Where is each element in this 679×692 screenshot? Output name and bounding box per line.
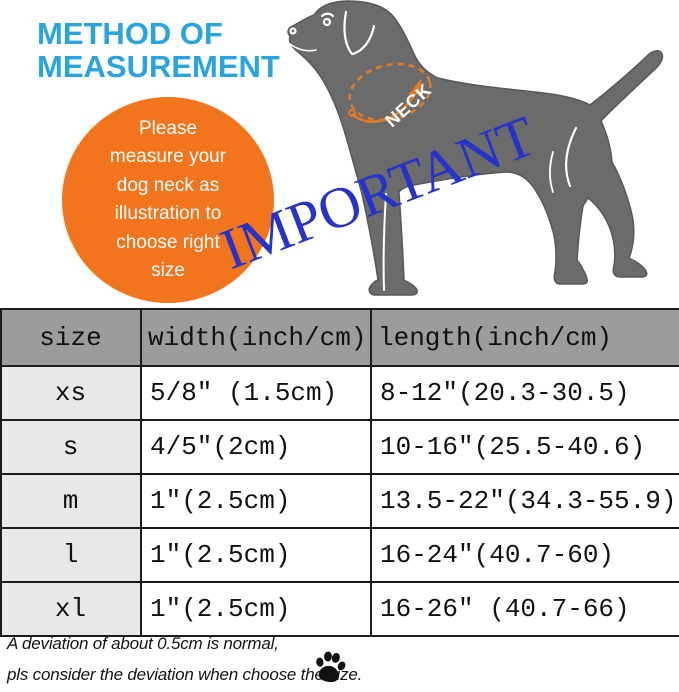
page-title: METHOD OF MEASUREMENT (37, 17, 280, 83)
dog-silhouette (287, 0, 664, 296)
dog-detail-lines (289, 10, 578, 291)
column-header-size: size (0, 308, 142, 367)
size-cell: s (0, 419, 142, 475)
size-cell: l (0, 527, 142, 583)
value-cell: 8-12″(20.3-30.5) (370, 365, 679, 421)
value-cell: 16-24″(40.7-60) (370, 527, 679, 583)
column-header-length: length(inch/cm) (370, 308, 679, 367)
table-row: xl 1″(2.5cm) 16-26″ (40.7-66) (0, 581, 679, 637)
instruction-text: Please measure your dog neck as illustra… (109, 117, 227, 282)
column-header-width: width(inch/cm) (140, 308, 372, 367)
dog-illustration: NECK (287, 0, 664, 296)
value-cell: 13.5-22″(34.3-55.9) (370, 473, 679, 529)
page-title-line1: METHOD OF (37, 16, 223, 51)
table-row: xs 5/8″ (1.5cm) 8-12″(20.3-30.5) (0, 365, 679, 421)
value-cell: 4/5″(2cm) (140, 419, 372, 475)
table-row: l 1″(2.5cm) 16-24″(40.7-60) (0, 527, 679, 583)
table-row: s 4/5″(2cm) 10-16″(25.5-40.6) (0, 419, 679, 475)
value-cell: 5/8″ (1.5cm) (140, 365, 372, 421)
paw-print-icon (316, 651, 346, 683)
instruction-bubble: Please measure your dog neck as illustra… (62, 97, 274, 303)
table-header: size width(inch/cm) length(inch/cm) (0, 308, 679, 367)
value-cell: 1″(2.5cm) (140, 527, 372, 583)
page-title-line2: MEASUREMENT (37, 49, 280, 85)
size-chart-table: size width(inch/cm) length(inch/cm) xs 5/… (0, 308, 679, 637)
value-cell: 10-16″(25.5-40.6) (370, 419, 679, 475)
size-cell: xl (0, 581, 142, 637)
value-cell: 1″(2.5cm) (140, 473, 372, 529)
size-cell: xs (0, 365, 142, 421)
value-cell: 16-26″ (40.7-66) (370, 581, 679, 637)
size-cell: m (0, 473, 142, 529)
table-row: m 1″(2.5cm) 13.5-22″(34.3-55.9) (0, 473, 679, 529)
value-cell: 1″(2.5cm) (140, 581, 372, 637)
deviation-note-line2: pls consider the deviation when choose t… (7, 665, 363, 684)
deviation-note-line1: A deviation of about 0.5cm is normal, (7, 634, 279, 653)
header-row: size width(inch/cm) length(inch/cm) (0, 308, 679, 367)
table-body: xs 5/8″ (1.5cm) 8-12″(20.3-30.5) s 4/5″(2cm)… (0, 365, 679, 637)
